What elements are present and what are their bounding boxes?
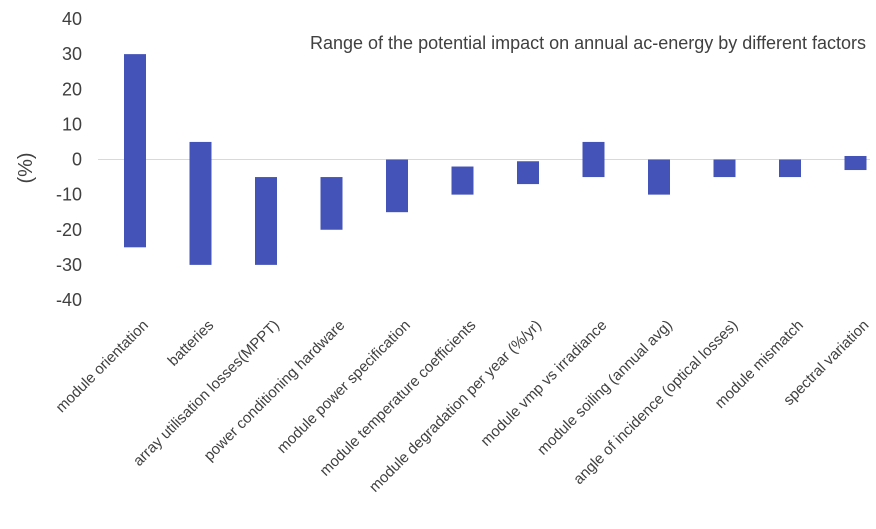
y-axis-label: (%) bbox=[15, 152, 37, 183]
y-tick-label: 10 bbox=[62, 114, 82, 134]
bar bbox=[451, 166, 474, 195]
y-tick-label: -10 bbox=[56, 185, 82, 205]
y-tick-label: -20 bbox=[56, 220, 82, 240]
y-tick-label: 0 bbox=[72, 150, 82, 170]
y-axis-ticks: 40 30 20 10 0 -10 -20 -30 -40 bbox=[56, 9, 82, 310]
x-tick-label: batteries bbox=[165, 317, 218, 370]
bar bbox=[124, 54, 146, 248]
bar bbox=[255, 177, 277, 265]
bar bbox=[189, 141, 212, 265]
bar bbox=[320, 177, 343, 230]
x-tick-label: module vmp vs irradiance bbox=[477, 317, 610, 450]
x-tick-label: module power specification bbox=[274, 317, 414, 457]
y-tick-label: 40 bbox=[62, 9, 82, 29]
bar bbox=[582, 141, 605, 178]
bar bbox=[713, 159, 736, 178]
bar bbox=[648, 159, 670, 195]
bar bbox=[844, 155, 867, 171]
bar bbox=[386, 159, 408, 213]
x-tick-label: module soiling (annual avg) bbox=[534, 317, 676, 459]
bars bbox=[124, 54, 867, 265]
y-tick-label: -40 bbox=[56, 290, 82, 310]
y-tick-label: -30 bbox=[56, 255, 82, 275]
y-tick-label: 30 bbox=[62, 44, 82, 64]
y-tick-label: 20 bbox=[62, 79, 82, 99]
bar bbox=[517, 161, 539, 185]
bar bbox=[779, 159, 801, 178]
x-tick-label: module orientation bbox=[53, 317, 152, 416]
x-tick-label: power conditioning hardware bbox=[201, 317, 349, 465]
chart-title: Range of the potential impact on annual … bbox=[310, 33, 866, 53]
